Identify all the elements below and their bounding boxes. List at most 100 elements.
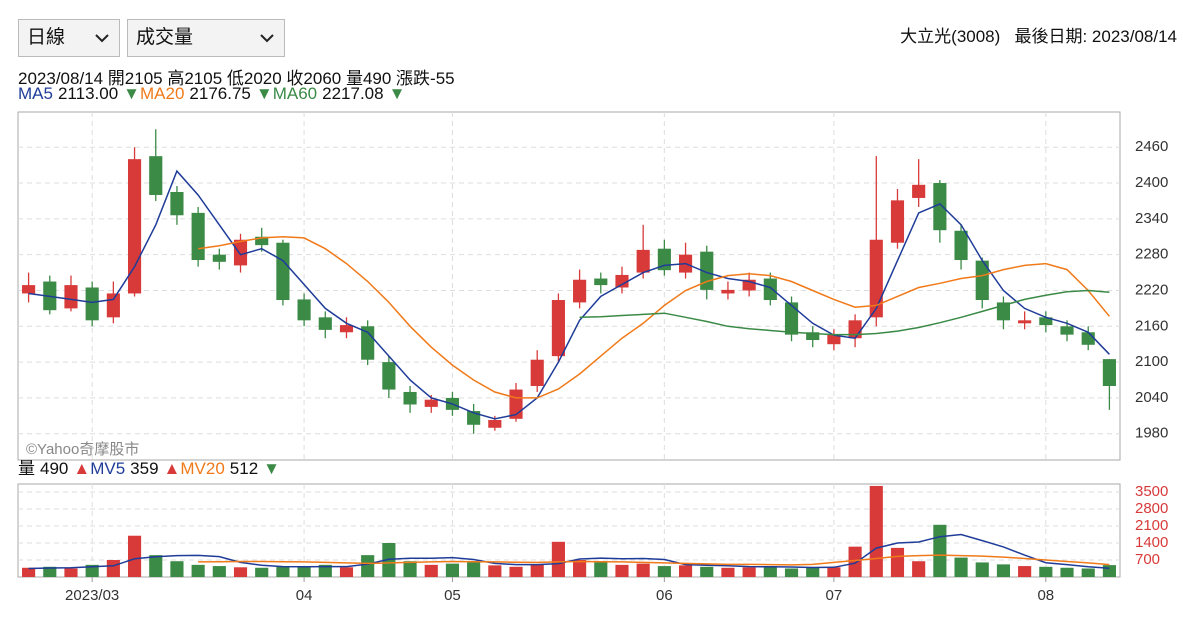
legend-arrow: ▲ [164, 459, 181, 478]
volume-bar [869, 485, 883, 577]
legend-arrow: ▲ [73, 459, 90, 478]
candle-body [382, 362, 396, 390]
candle-body [933, 183, 947, 231]
volume-bar [954, 557, 968, 577]
volume-bar [85, 564, 99, 577]
stock-name: 大立光(3008) [900, 27, 1001, 46]
volume-bar [700, 566, 714, 577]
legend-arrow: ▼ [123, 84, 140, 103]
stock-header: 大立光(3008) 最後日期: 2023/08/14 [900, 22, 1177, 47]
volume-bar [233, 567, 248, 577]
legend-arrow: ▼ [256, 84, 273, 103]
x-tick-label: 2023/03 [65, 587, 119, 604]
volume-bar [848, 546, 862, 577]
candle-body [954, 230, 968, 261]
candle-body [742, 279, 756, 291]
volume-bar [594, 562, 608, 577]
candle-body [615, 274, 629, 288]
volume-bar [149, 555, 163, 577]
y-tick-label: 2460 [1135, 138, 1168, 155]
volume-bar [318, 564, 332, 577]
y-tick-label: 2340 [1135, 210, 1168, 227]
candle-body [149, 156, 163, 195]
volume-bar [742, 567, 756, 577]
volume-bar [975, 562, 989, 577]
x-tick-label: 08 [1037, 587, 1054, 604]
volume-bar [530, 564, 544, 577]
candle-body [975, 260, 989, 301]
ma-line [197, 236, 1110, 399]
candle-body [763, 278, 777, 301]
volume-bar [488, 565, 502, 577]
volume-bar [827, 567, 841, 577]
candle-body [64, 285, 78, 309]
candle-body [848, 320, 862, 339]
period-label: 日線 [27, 27, 66, 48]
volume-bar [1039, 566, 1053, 577]
volume-bar [361, 555, 375, 577]
candle-body [1081, 332, 1095, 345]
candle-body [170, 191, 184, 216]
volume-bar [933, 524, 947, 577]
y-tick-label: 2100 [1135, 353, 1168, 370]
candle-body [1039, 317, 1053, 326]
x-tick-label: 06 [656, 587, 673, 604]
legend-value: 2217.08 [322, 84, 383, 103]
candle-body [85, 287, 99, 321]
volume-bar [912, 561, 926, 577]
watermark: ©Yahoo奇摩股市 [26, 440, 139, 458]
volume-bar [509, 566, 523, 577]
candle-body [22, 285, 36, 294]
volume-bar [445, 563, 460, 577]
volume-bar [64, 568, 78, 577]
ma-line [579, 289, 1110, 336]
legend-arrow: ▼ [263, 459, 280, 478]
legend-name: MA60 [273, 84, 317, 103]
volume-bar [657, 566, 671, 577]
candle-body [573, 279, 587, 303]
volume-bar [996, 564, 1011, 577]
period-select[interactable]: 日線 [18, 19, 120, 57]
volume-bar [127, 535, 142, 577]
volume-bar [551, 541, 565, 577]
y-tick-label: 2800 [1135, 500, 1168, 517]
legend-value: 2176.75 [189, 84, 250, 103]
last-date: 最後日期: 2023/08/14 [1014, 27, 1177, 46]
chevron [95, 34, 109, 43]
indicator-label: 成交量 [136, 27, 194, 48]
y-tick-label: 1400 [1135, 534, 1168, 551]
candle-body [530, 359, 544, 386]
candle-body [890, 200, 905, 243]
y-tick-label: 2100 [1135, 517, 1168, 534]
price-frame [17, 111, 1121, 461]
y-tick-label: 2280 [1135, 246, 1168, 263]
volume-bar [276, 566, 290, 577]
volume-bar [297, 566, 311, 577]
volume-bar [170, 561, 184, 577]
legend: MA5 2113.00 ▼MA20 2176.75 ▼MA60 2217.08 ▼ [18, 84, 405, 103]
volume-bar [467, 562, 481, 577]
volume-bar [573, 560, 587, 577]
volume-bar [212, 566, 226, 577]
volume-bar [106, 560, 120, 577]
candle-body [255, 236, 269, 246]
y-tick-label: 2400 [1135, 174, 1168, 191]
volume-bar [636, 563, 650, 577]
legend-name: 量 [18, 459, 35, 478]
legend-value: 512 [230, 459, 258, 478]
x-tick-label: 04 [296, 587, 313, 604]
candle-body [403, 391, 417, 405]
volume-bar [763, 566, 777, 577]
ma-line [198, 554, 1110, 566]
candle-body [339, 325, 354, 333]
candle-body [361, 326, 375, 360]
indicator-select[interactable]: 成交量 [127, 19, 285, 57]
candle-body [721, 289, 735, 294]
volume-bar [678, 565, 693, 577]
y-tick-label: 3500 [1135, 483, 1168, 500]
volume-bar [1060, 567, 1074, 577]
volume-bar [191, 564, 205, 577]
legend-name: MV20 [180, 459, 224, 478]
y-tick-label: 2040 [1135, 389, 1168, 406]
volume-bar [784, 568, 799, 577]
